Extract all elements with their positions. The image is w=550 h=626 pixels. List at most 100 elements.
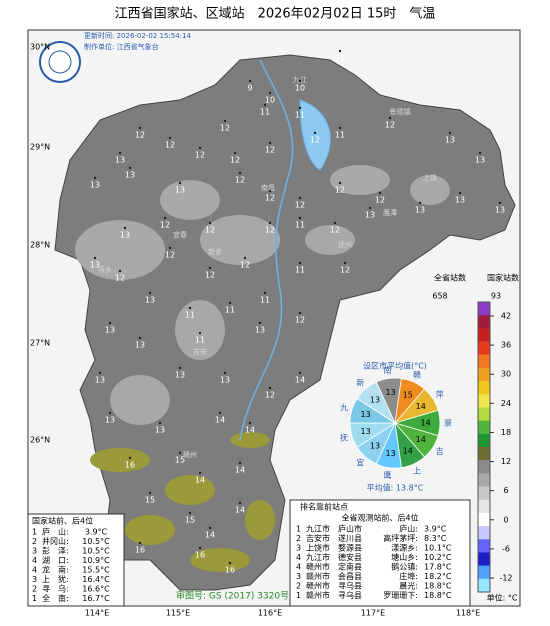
station-value: 12 — [115, 274, 125, 283]
pie-name: 景 — [444, 419, 452, 428]
station-dot — [108, 411, 112, 415]
station-dot — [93, 176, 97, 180]
colorbar-cell — [478, 315, 490, 329]
table-cell: 4 — [296, 553, 301, 562]
colorbar-cell — [478, 433, 490, 448]
station-value: 12 — [265, 226, 275, 235]
station-value: 13 — [455, 196, 465, 205]
lon-label: 117°E — [361, 609, 385, 618]
table-cell: 寻乌县 — [338, 581, 362, 591]
table-cell: 塘山乡: — [391, 552, 418, 562]
table-cell: 九江市 — [306, 552, 330, 562]
table-cell: 10.5°C — [82, 547, 110, 556]
station-dot — [208, 221, 212, 225]
colorbar-label: 36 — [501, 341, 511, 350]
station-dot — [158, 421, 162, 425]
station-value: 13 — [105, 326, 115, 335]
pie-name: 鹰 — [383, 470, 391, 480]
table-cell: 1 — [296, 525, 301, 534]
table-cell: 2 — [296, 534, 301, 543]
olive-patch — [125, 515, 175, 545]
station-dot — [123, 226, 127, 230]
station-value: 15 — [185, 516, 195, 525]
station-dot — [178, 366, 182, 370]
approval: 审图号: GS (2017) 3320号 — [176, 590, 289, 602]
colorbar-cell — [478, 460, 490, 474]
station-value: 12 — [160, 221, 170, 230]
station-dot — [188, 306, 192, 310]
warm-patch — [410, 175, 450, 205]
station-dot — [263, 291, 267, 295]
colorbar-label: 18 — [501, 428, 511, 437]
station-dot — [448, 131, 452, 135]
station-value: 14 — [195, 476, 205, 485]
station-value: 13 — [365, 211, 375, 220]
colorbar-label: -6 — [502, 544, 510, 553]
pie-name: 抚 — [340, 432, 348, 442]
table-cell: 3 — [32, 547, 37, 556]
station-value: 13 — [105, 416, 115, 425]
station-dot — [178, 451, 182, 455]
station-dot — [268, 141, 272, 145]
colorbar-cell — [478, 407, 490, 421]
station-value: 13 — [445, 136, 455, 145]
station-dot — [198, 146, 202, 150]
station-dot — [233, 151, 237, 155]
table-box — [289, 499, 471, 607]
table-cell: 湖 口: — [42, 556, 69, 565]
station-dot — [98, 371, 102, 375]
table-cell: 寻 乌: — [42, 584, 69, 594]
station-dot — [118, 151, 122, 155]
station-value: 12 — [240, 261, 250, 270]
national-count: 93 — [491, 292, 501, 301]
table-cell: 上 犹: — [42, 574, 69, 584]
station-value: 12 — [335, 186, 345, 195]
station-value: 12 — [230, 156, 240, 165]
table-cell: 4 — [32, 566, 37, 575]
station-dot — [248, 421, 252, 425]
station-value: 12 — [165, 251, 175, 260]
colorbar-cell — [478, 565, 490, 580]
station-value: 12 — [135, 131, 145, 140]
station-value: 11 — [195, 336, 205, 345]
colorbar-cell — [478, 420, 490, 435]
colorbar-cell — [478, 486, 490, 501]
city-name: 宜春 — [173, 230, 187, 239]
station-value: 16 — [225, 566, 235, 575]
station-dot — [338, 126, 342, 130]
city-name: 抚州 — [338, 240, 352, 249]
table-cell: 龙 南: — [42, 565, 69, 575]
city-name: 九江 — [293, 75, 307, 84]
colorbar-label: 30 — [501, 370, 511, 379]
olive-patch — [90, 448, 150, 472]
warm-patch — [75, 220, 165, 280]
station-value: 13 — [475, 156, 485, 165]
station-dot — [93, 256, 97, 260]
table-cell: 8.3°C — [424, 534, 447, 543]
station-dot — [198, 471, 202, 475]
station-dot — [208, 266, 212, 270]
lat-label: 29°N — [30, 143, 50, 152]
station-value: 13 — [155, 426, 165, 435]
table-cell: 上饶市 — [306, 543, 330, 553]
table-cell: 寻乌县 — [338, 590, 362, 600]
pie-name: 南 — [383, 365, 391, 375]
table-cell: 九江市 — [306, 524, 330, 534]
station-value: 16 — [125, 461, 135, 470]
station-dot — [238, 501, 242, 505]
pie-name: 上 — [413, 467, 421, 476]
station-dot — [128, 456, 132, 460]
table-cell: 彭 泽: — [42, 546, 69, 556]
station-value: 10 — [295, 84, 305, 93]
station-dot — [338, 49, 342, 53]
table-title: 国家站前、后4位 — [32, 516, 93, 526]
city-name: 赣州 — [183, 450, 197, 459]
station-value: 13 — [255, 326, 265, 335]
colorbar-cell — [478, 302, 490, 316]
colorbar-cell — [478, 367, 490, 382]
station-value: 12 — [205, 271, 215, 280]
station-value: 16 — [135, 546, 145, 555]
warm-patch — [330, 165, 390, 195]
pie-name: 吉 — [436, 447, 444, 456]
